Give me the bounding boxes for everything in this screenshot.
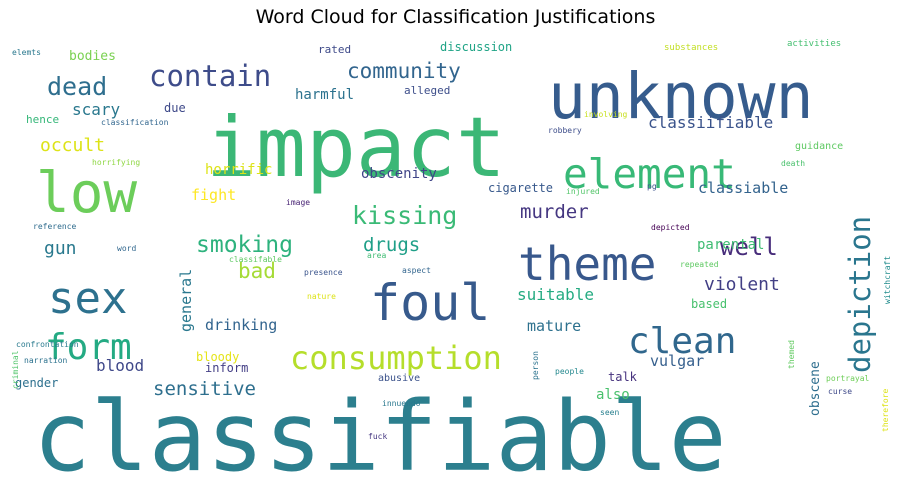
word-narration: narration [24,356,68,365]
word-low: low [36,161,137,226]
word-nature: nature [307,292,336,301]
word-aspect: aspect [402,266,431,275]
word-person: person [531,351,540,380]
word-portrayal: portrayal [826,374,870,383]
word-mature: mature [527,317,581,335]
word-bloody: bloody [196,350,239,364]
word-classiifiable: classiifiable [648,113,773,132]
word-horrific: horrific [205,162,272,178]
word-innuendo: innuendo [382,399,421,408]
word-reference: reference [33,222,77,231]
word-curse: curse [828,387,852,396]
word-vulgar: vulgar [650,352,704,370]
word-unknown: unknown [548,60,814,133]
word-criminal: criminal [11,350,20,389]
word-pg: pg [647,182,657,191]
word-seen: seen [600,408,619,417]
word-smoking: smoking [196,232,293,258]
word-cigarette: cigarette [488,181,553,195]
word-foul: foul [370,274,490,332]
word-themed: themed [787,340,796,369]
word-bodies: bodies [69,49,116,64]
word-sex: sex [48,273,127,324]
word-form: form [45,327,132,368]
word-obscenity: obscenity [361,166,437,182]
word-sensitive: sensitive [153,378,256,400]
word-activities: activities [787,39,841,49]
word-robbery: robbery [548,126,582,135]
word-general: general [177,269,195,332]
word-confrontation: confrontation [16,340,79,349]
word-talk: talk [608,370,638,384]
word-occult: occult [40,135,105,156]
word-suitable: suitable [517,285,594,304]
word-gender: gender [15,376,58,390]
word-fight: fight [191,186,236,204]
word-abusive: abusive [378,373,420,384]
word-elemts: elemts [12,48,41,57]
word-people: people [555,367,584,376]
word-due: due [164,101,186,115]
word-obscene: obscene [808,361,823,416]
word-alleged: alleged [404,84,450,97]
word-impact: impact [206,99,506,196]
word-violent: violent [704,274,780,295]
word-clean: clean [628,321,736,362]
word-death: death [781,159,805,168]
word-contain: contain [149,59,271,93]
word-drinking: drinking [205,316,277,334]
word-based: based [691,297,727,311]
word-depicted: depicted [651,223,690,232]
word-murder: murder [520,201,589,223]
word-image: image [286,198,310,207]
word-scary: scary [72,100,121,119]
word-classifiable: classifiable [33,381,727,490]
word-element: element [563,150,736,198]
word-drugs: drugs [363,234,420,256]
word-consumption: consumption [290,339,502,377]
word-horrifying: horrifying [92,158,140,167]
word-classification: classification [101,118,169,127]
word-bad: bad [238,259,276,283]
word-presence: presence [304,268,343,277]
word-harmful: harmful [295,87,354,103]
word-theme: theme [518,237,656,291]
word-guidance: guidance [795,141,843,152]
word-hence: hence [26,113,59,126]
word-gun: gun [44,238,77,259]
word-well: well [720,233,778,261]
word-rated: rated [318,43,351,56]
word-therefore: therefore [881,388,890,432]
word-fuck: fuck [368,432,387,441]
word-classifable: classifable [229,255,282,264]
word-also: also [596,387,630,403]
word-community: community [347,59,461,83]
word-substances: substances [664,43,718,53]
word-dead: dead [47,72,107,101]
word-involving: involving [584,110,628,119]
word-classiable: classiable [698,179,788,197]
word-depiction: depiction [843,216,877,373]
word-repeated: repeated [680,260,719,269]
word-area: area [367,251,386,260]
word-discussion: discussion [440,40,512,54]
word-blood: blood [96,356,144,375]
word-word: word [117,244,136,253]
word-kissing: kissing [352,201,457,230]
chart-title: Word Cloud for Classification Justificat… [255,6,656,28]
word-witchcraft: witchcraft [883,256,892,304]
word-parental: parental [697,237,764,253]
word-inform: inform [205,361,248,375]
word-injured: injured [566,187,600,196]
